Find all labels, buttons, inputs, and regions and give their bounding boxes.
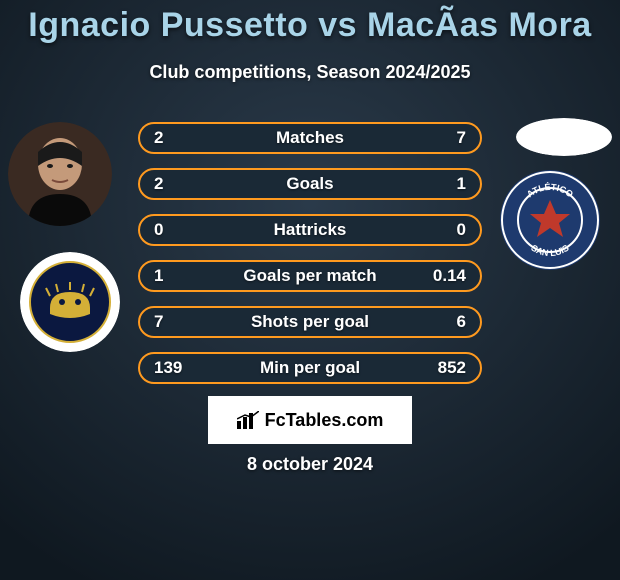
- date-label: 8 october 2024: [0, 454, 620, 475]
- stat-row: 2Goals1: [138, 168, 482, 200]
- stats-table: 2Matches7 2Goals1 0Hattricks0 1Goals per ma…: [138, 122, 482, 398]
- club-right-badge: ATLÉTICO SAN LUIS: [500, 170, 600, 270]
- stat-label: Goals: [140, 174, 480, 194]
- comparison-card: Ignacio Pussetto vs MacÃ­as Mora Club co…: [0, 0, 620, 580]
- club-left-badge: [20, 252, 120, 352]
- player-right-avatar: [516, 118, 612, 156]
- stat-row: 1Goals per match0.14: [138, 260, 482, 292]
- stat-label: Hattricks: [140, 220, 480, 240]
- stat-label: Shots per goal: [140, 312, 480, 332]
- stat-row: 7Shots per goal6: [138, 306, 482, 338]
- stat-label: Matches: [140, 128, 480, 148]
- stat-row: 0Hattricks0: [138, 214, 482, 246]
- subtitle: Club competitions, Season 2024/2025: [0, 62, 620, 83]
- stat-row: 2Matches7: [138, 122, 482, 154]
- page-title: Ignacio Pussetto vs MacÃ­as Mora: [0, 6, 620, 45]
- chart-icon: [237, 411, 259, 429]
- stat-row: 139Min per goal852: [138, 352, 482, 384]
- brand-badge: FcTables.com: [208, 396, 412, 444]
- stat-label: Goals per match: [140, 266, 480, 286]
- brand-label: FcTables.com: [265, 410, 384, 431]
- stat-label: Min per goal: [140, 358, 480, 378]
- player-left-avatar: [8, 122, 112, 226]
